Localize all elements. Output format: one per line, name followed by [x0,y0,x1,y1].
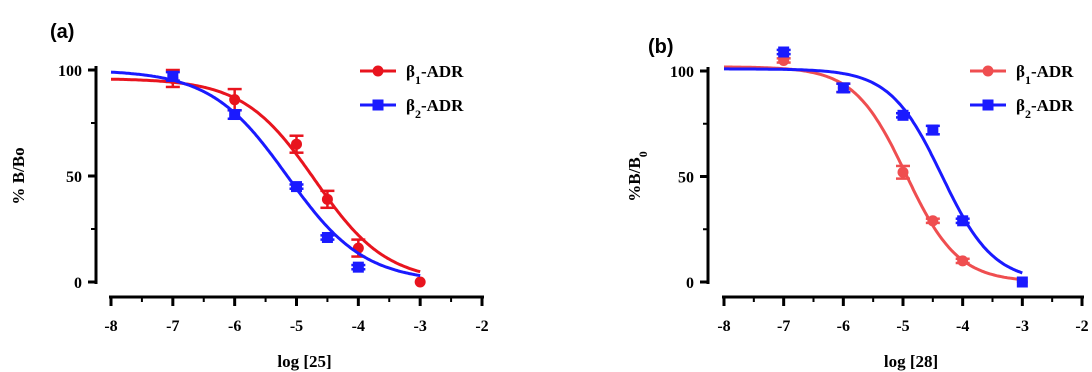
data-point [957,255,969,267]
legend-label-base: β [406,62,415,81]
data-point [927,215,939,227]
legend-label-sub: 1 [415,73,421,87]
legend-label-sub: 1 [1025,73,1031,87]
y-tick-label: 100 [670,64,694,81]
data-point [291,181,302,193]
x-tick-label: -5 [896,318,909,335]
series-2 [724,46,1028,288]
legend-label: β1-ADR [1016,62,1074,87]
y-axis-title: % B/Bo [9,147,28,204]
legend-entry-1: β1-ADR [970,62,1074,87]
data-point [837,82,849,94]
x-tick-label: -2 [1075,318,1088,335]
data-point [229,109,241,121]
legend-marker [372,99,384,111]
x-tick-label: -6 [837,318,850,335]
x-tick-label: -7 [166,318,179,335]
x-tick-label: -3 [1016,318,1029,335]
panel-label: (a) [50,21,74,43]
x-tick-label: -8 [104,318,117,335]
x-axis-title: log [28] [884,352,938,371]
data-point [1016,276,1028,288]
series-fit-curve [724,67,1023,275]
x-tick-label: -4 [956,318,969,335]
legend-marker [372,65,384,77]
series-fit-curve [110,70,421,278]
x-tick-label: -3 [414,318,427,335]
series-fit-curve [724,65,1023,282]
legend-label-suffix: -ADR [1031,96,1074,115]
data-point [321,193,333,205]
legend-entry-2: β2-ADR [970,96,1074,121]
data-point [229,94,241,106]
y-tick-label: 0 [74,275,82,292]
x-tick-label: -6 [228,318,241,335]
legend-label-base: β [1016,96,1025,115]
data-point [927,124,939,136]
y-tick-label: 100 [58,63,82,80]
y-axis-title-base: %B/B [625,157,644,201]
legend-label: β2-ADR [1016,96,1074,121]
legend-label-suffix: -ADR [421,96,464,115]
x-tick-label: -8 [717,318,730,335]
legend-label-sub: 2 [1025,107,1031,121]
data-point [897,166,909,178]
data-point [414,276,426,288]
legend-label-suffix: -ADR [1031,62,1074,81]
panel-label: (b) [648,36,674,58]
legend-label-suffix: -ADR [421,62,464,81]
x-tick-label: -7 [777,318,790,335]
x-tick-label: -2 [475,318,488,335]
legend-label-base: β [1016,62,1025,81]
legend-label-sub: 2 [415,107,421,121]
x-axis-title: log [25] [277,352,331,371]
data-point [957,215,969,227]
data-point [167,70,179,82]
legend-marker [982,65,994,77]
legend-label: β2-ADR [406,96,464,121]
y-tick-label: 0 [686,275,694,292]
data-point [291,138,302,150]
legend-entry-2: β2-ADR [360,96,464,121]
data-point [897,109,909,121]
y-axis-title-sub: 0 [636,151,650,157]
x-tick-label: -5 [290,318,303,335]
series-1 [724,54,1028,288]
data-point [352,261,364,273]
series-fit-curve [111,77,421,274]
legend-label: β1-ADR [406,62,464,87]
series-2 [110,70,421,278]
y-tick-label: 50 [66,169,82,186]
legend-label-base: β [406,96,415,115]
data-point [778,54,790,66]
y-tick-label: 50 [678,170,694,187]
chart-panel-a: (a) 0 50 100 -8 -7 -6 -5 -4 -3 -2 log [25] % B/Bo β1-… [9,21,489,371]
data-point [778,46,790,58]
legend-entry-1: β1-ADR [360,62,464,87]
x-tick-label: -4 [352,318,365,335]
legend-marker [982,99,994,111]
y-axis-title: %B/B0 [625,151,650,201]
data-point [321,231,333,243]
